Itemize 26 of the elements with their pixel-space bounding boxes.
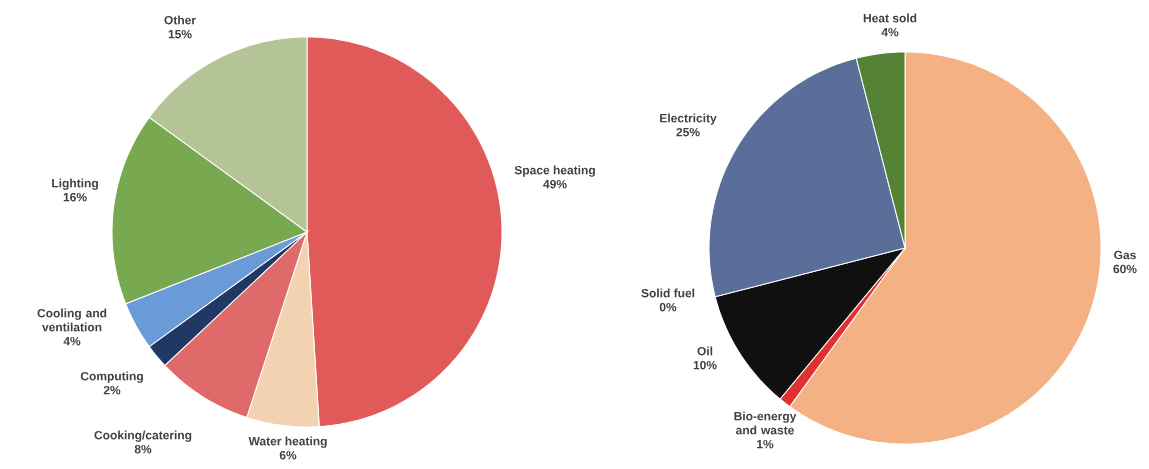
slice-label: Heat sold	[863, 13, 917, 23]
data-label: 2%	[103, 385, 121, 395]
slice-label: Space heating	[514, 165, 595, 177]
slice-label: Water heating	[248, 436, 327, 448]
data-label: 1%	[757, 439, 774, 449]
data-label: 4%	[63, 336, 81, 346]
data-label: 49%	[543, 179, 567, 189]
slice-label: Computing	[80, 371, 143, 383]
slice-label: Cooling and ventilation	[37, 308, 107, 332]
data-label: 15%	[168, 29, 192, 39]
slice-label: Electricity	[660, 113, 717, 125]
data-label: 10%	[693, 360, 717, 370]
slice-label: Lighting	[52, 178, 98, 190]
data-label: 16%	[63, 192, 87, 202]
data-label: 6%	[279, 450, 297, 460]
data-label: 60%	[1113, 264, 1137, 274]
data-label: 4%	[881, 27, 899, 37]
category-label: Solid fuel	[641, 288, 695, 298]
data-label: 8%	[134, 444, 152, 454]
slice-label: Bio-energy and waste	[734, 411, 797, 435]
text: 0%	[659, 302, 677, 312]
data-label: 25%	[676, 127, 700, 137]
slice-label: Cooking/catering	[94, 430, 192, 442]
slice-label: Gas	[1114, 250, 1136, 260]
slice-label: Oil	[697, 346, 713, 356]
slice-label: Other	[164, 15, 196, 25]
